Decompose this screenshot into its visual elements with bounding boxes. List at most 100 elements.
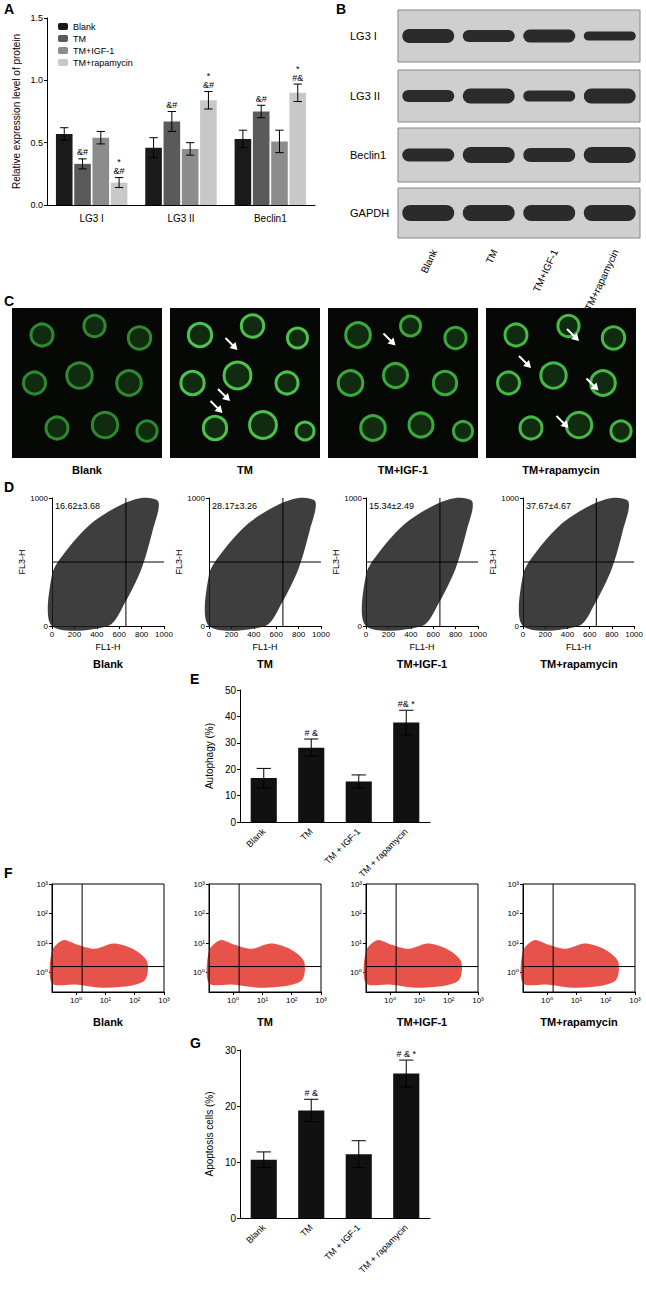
svg-text:0: 0 — [521, 630, 526, 639]
svg-text:10²: 10² — [507, 909, 519, 918]
svg-text:TM+IGF-1: TM+IGF-1 — [397, 1016, 447, 1028]
svg-text:1000: 1000 — [30, 494, 48, 503]
svg-text:1000: 1000 — [312, 630, 330, 639]
svg-text:28.17±3.26: 28.17±3.26 — [212, 501, 257, 511]
svg-text:0.0: 0.0 — [30, 200, 43, 210]
svg-text:1000: 1000 — [187, 494, 205, 503]
svg-text:10¹: 10¹ — [507, 939, 519, 948]
svg-text:FL3-H: FL3-H — [488, 549, 498, 574]
svg-text:TM + IGF-1: TM + IGF-1 — [323, 826, 363, 866]
svg-text:TM+rapamycin: TM+rapamycin — [582, 248, 620, 313]
svg-text:10³: 10³ — [315, 996, 327, 1005]
svg-text:20: 20 — [225, 1101, 237, 1112]
svg-text:FL1-H: FL1-H — [252, 642, 277, 652]
svg-text:&#: &# — [77, 147, 88, 157]
svg-text:FL3-H: FL3-H — [17, 549, 27, 574]
svg-text:# &: # & — [304, 728, 318, 738]
svg-text:1000: 1000 — [501, 494, 519, 503]
svg-text:&#: &# — [203, 80, 214, 90]
svg-text:TM: TM — [299, 826, 315, 842]
svg-text:400: 400 — [561, 630, 575, 639]
svg-text:Apoptosis cells (%): Apoptosis cells (%) — [204, 1091, 215, 1176]
svg-text:400: 400 — [247, 630, 261, 639]
svg-text:TM+IGF-1: TM+IGF-1 — [378, 464, 428, 476]
svg-text:Blank: Blank — [244, 1222, 267, 1245]
svg-text:Autophagy (%): Autophagy (%) — [204, 723, 215, 789]
svg-text:C: C — [4, 293, 14, 309]
svg-text:# & *: # & * — [396, 1049, 416, 1059]
svg-text:&#: &# — [114, 166, 125, 176]
svg-text:10²: 10² — [36, 909, 48, 918]
svg-text:10²: 10² — [193, 909, 205, 918]
svg-text:1.0: 1.0 — [30, 75, 43, 85]
svg-text:Blank: Blank — [419, 247, 440, 275]
svg-text:FL1-H: FL1-H — [95, 642, 120, 652]
svg-text:TM+rapamycin: TM+rapamycin — [73, 58, 133, 68]
svg-text:600: 600 — [583, 630, 597, 639]
svg-text:400: 400 — [90, 630, 104, 639]
svg-text:D: D — [4, 479, 14, 495]
svg-text:1000: 1000 — [625, 630, 643, 639]
svg-text:10⁰: 10⁰ — [384, 996, 396, 1005]
svg-text:10¹: 10¹ — [257, 996, 269, 1005]
svg-text:FL1-H: FL1-H — [409, 642, 434, 652]
svg-text:B: B — [336, 1, 346, 17]
svg-text:G: G — [190, 1035, 201, 1051]
svg-text:FL1-H: FL1-H — [566, 642, 591, 652]
svg-text:800: 800 — [605, 630, 619, 639]
svg-text:Beclin1: Beclin1 — [254, 213, 287, 224]
svg-text:200: 200 — [68, 630, 82, 639]
svg-text:600: 600 — [427, 630, 441, 639]
svg-text:0: 0 — [358, 622, 363, 631]
svg-text:A: A — [4, 1, 14, 17]
svg-text:TM+IGF-1: TM+IGF-1 — [73, 46, 114, 56]
svg-text:E: E — [190, 671, 199, 687]
svg-text:Blank: Blank — [93, 658, 124, 670]
svg-text:400: 400 — [404, 630, 418, 639]
svg-text:15.34±2.49: 15.34±2.49 — [369, 501, 414, 511]
svg-text:0: 0 — [515, 622, 520, 631]
svg-text:TM: TM — [73, 34, 86, 44]
svg-text:1.5: 1.5 — [30, 13, 43, 23]
svg-text:20: 20 — [225, 764, 237, 775]
svg-text:LG3 I: LG3 I — [79, 213, 103, 224]
svg-text:16.62±3.68: 16.62±3.68 — [55, 501, 100, 511]
svg-text:10: 10 — [225, 790, 237, 801]
svg-text:&#: &# — [166, 100, 177, 110]
svg-text:30: 30 — [225, 737, 237, 748]
svg-text:10³: 10³ — [629, 996, 641, 1005]
svg-text:10¹: 10¹ — [193, 939, 205, 948]
svg-text:0: 0 — [50, 630, 55, 639]
svg-text:10⁰: 10⁰ — [541, 996, 553, 1005]
svg-text:TM + IGF-1: TM + IGF-1 — [323, 1222, 363, 1262]
svg-text:TM: TM — [257, 1016, 273, 1028]
svg-text:TM + rapamycin: TM + rapamycin — [357, 1222, 410, 1275]
svg-text:600: 600 — [113, 630, 127, 639]
svg-text:200: 200 — [539, 630, 553, 639]
svg-text:600: 600 — [270, 630, 284, 639]
svg-text:FL3-H: FL3-H — [331, 549, 341, 574]
svg-text:LG3 I: LG3 I — [350, 30, 377, 42]
svg-text:10¹: 10¹ — [571, 996, 583, 1005]
svg-text:0.5: 0.5 — [30, 138, 43, 148]
svg-text:10⁰: 10⁰ — [193, 968, 205, 977]
svg-text:Blank: Blank — [93, 1016, 124, 1028]
svg-text:Beclin1: Beclin1 — [350, 149, 386, 161]
svg-text:10³: 10³ — [350, 880, 362, 889]
svg-text:10¹: 10¹ — [414, 996, 426, 1005]
svg-text:10²: 10² — [443, 996, 455, 1005]
svg-text:10⁰: 10⁰ — [36, 968, 48, 977]
svg-text:0: 0 — [207, 630, 212, 639]
svg-text:#&: #& — [292, 73, 303, 83]
svg-text:37.67±4.67: 37.67±4.67 — [526, 501, 571, 511]
svg-text:10²: 10² — [286, 996, 298, 1005]
svg-text:10: 10 — [225, 1157, 237, 1168]
svg-text:10²: 10² — [350, 909, 362, 918]
svg-text:200: 200 — [382, 630, 396, 639]
svg-text:&#: &# — [256, 94, 267, 104]
svg-text:10¹: 10¹ — [350, 939, 362, 948]
svg-text:1000: 1000 — [344, 494, 362, 503]
svg-text:10¹: 10¹ — [100, 996, 112, 1005]
svg-text:30: 30 — [225, 1045, 237, 1056]
svg-text:0: 0 — [364, 630, 369, 639]
